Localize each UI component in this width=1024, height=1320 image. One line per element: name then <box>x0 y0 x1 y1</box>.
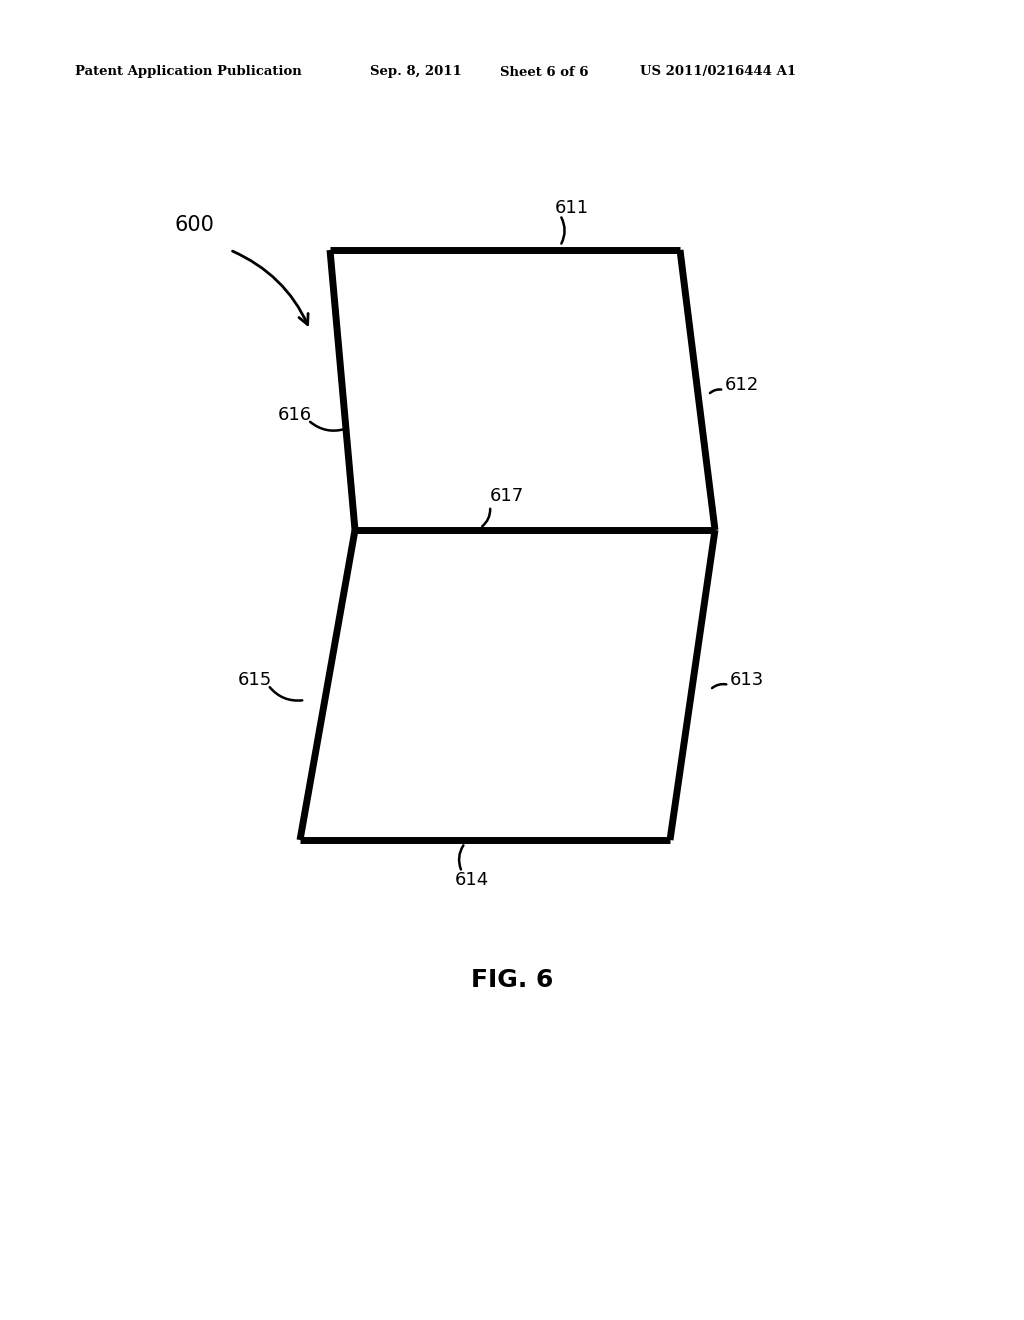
Text: 612: 612 <box>725 376 759 393</box>
Text: Patent Application Publication: Patent Application Publication <box>75 66 302 78</box>
Text: 617: 617 <box>490 487 524 506</box>
Text: 615: 615 <box>238 671 272 689</box>
Text: Sep. 8, 2011: Sep. 8, 2011 <box>370 66 462 78</box>
Text: 600: 600 <box>175 215 215 235</box>
Text: 611: 611 <box>555 199 589 216</box>
Text: US 2011/0216444 A1: US 2011/0216444 A1 <box>640 66 796 78</box>
Text: Sheet 6 of 6: Sheet 6 of 6 <box>500 66 589 78</box>
Text: 613: 613 <box>730 671 764 689</box>
Text: FIG. 6: FIG. 6 <box>471 968 553 993</box>
Text: 616: 616 <box>278 407 312 424</box>
Text: 614: 614 <box>455 871 489 888</box>
